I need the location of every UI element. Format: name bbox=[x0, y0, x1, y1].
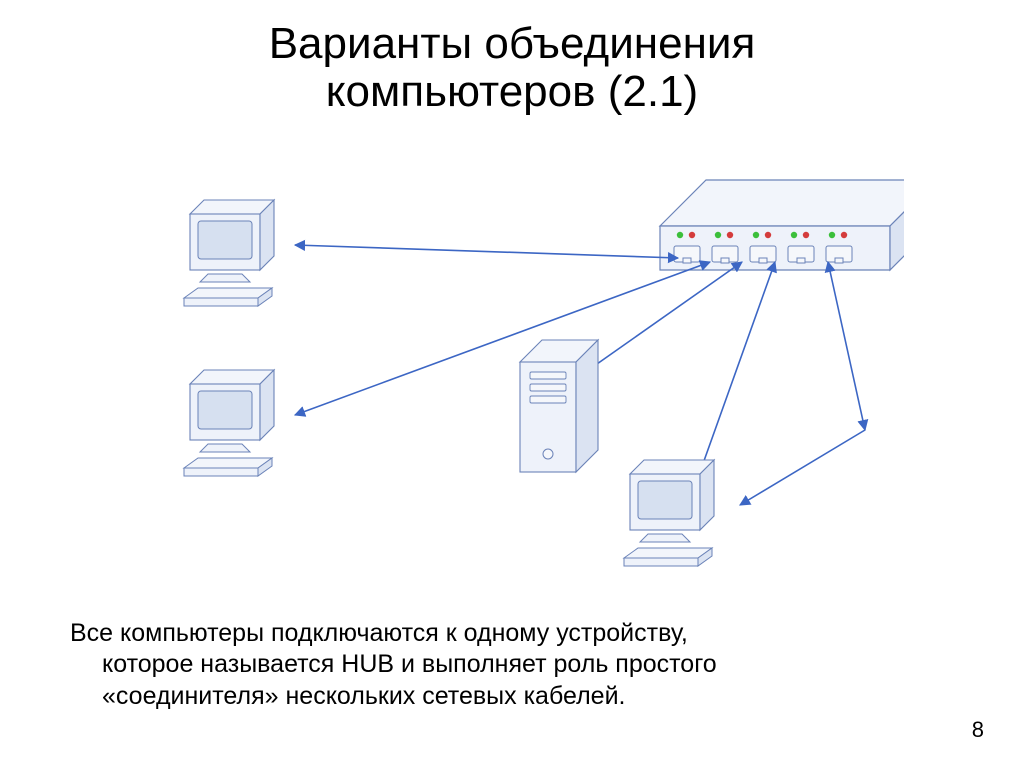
caption-line-2: которое называется HUB и выполняет роль … bbox=[70, 649, 950, 680]
slide-caption: Все компьютеры подключаются к одному уст… bbox=[70, 618, 950, 712]
hub-icon bbox=[660, 180, 904, 270]
network-diagram bbox=[120, 170, 904, 600]
caption-line-3: «соединителя» нескольких сетевых кабелей… bbox=[70, 681, 950, 712]
pc1-icon bbox=[184, 200, 274, 306]
server-icon bbox=[520, 340, 598, 472]
slide-title: Варианты объединения компьютеров (2.1) bbox=[0, 20, 1024, 117]
title-line-1: Варианты объединения bbox=[269, 19, 756, 68]
title-line-2: компьютеров (2.1) bbox=[326, 67, 698, 116]
page-number: 8 bbox=[972, 717, 984, 743]
caption-line-1: Все компьютеры подключаются к одному уст… bbox=[70, 619, 688, 647]
pc3-icon bbox=[624, 460, 714, 566]
nodes bbox=[184, 200, 714, 566]
pc2-icon bbox=[184, 370, 274, 476]
